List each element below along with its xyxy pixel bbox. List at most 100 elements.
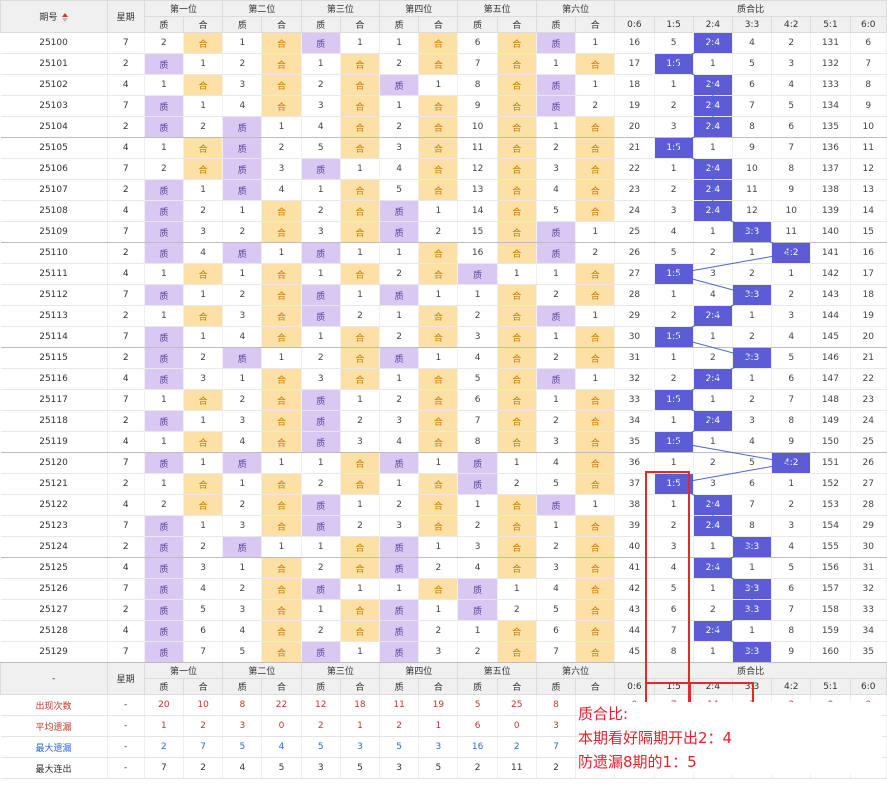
he-cell: 1: [183, 179, 224, 201]
he-cell: 3: [183, 221, 224, 243]
zhi-cell: 2: [379, 326, 420, 348]
zhi-cell: 质: [379, 74, 420, 96]
ratio-miss-cell: 1: [693, 221, 733, 243]
sort-icon[interactable]: [62, 13, 69, 22]
week-cell: 7: [107, 32, 145, 54]
stats-value: 7: [183, 736, 224, 758]
ratio-hit-cell: 1:5: [654, 326, 694, 348]
zhi-cell: 3: [301, 221, 341, 243]
zhi-cell: 质: [379, 620, 420, 642]
ratio-miss-cell: 4: [654, 221, 694, 243]
zhi-cell: 1: [144, 74, 184, 96]
zhi-cell: 8: [457, 431, 498, 453]
ratio-miss-cell: 5: [654, 242, 694, 264]
zhi-cell: 1: [144, 389, 184, 411]
ratio-hit-cell: 3:3: [732, 536, 773, 558]
zhi-cell: 4: [222, 431, 263, 453]
week-cell: 4: [107, 431, 145, 453]
zhi-cell: 4: [222, 620, 263, 642]
ratio-miss-cell: 8: [732, 515, 773, 537]
zhi-cell: 2: [144, 32, 184, 54]
ratio-miss-cell: 3: [732, 410, 773, 432]
ratio-hit-cell: 3:3: [732, 641, 773, 663]
stats-value: 2: [301, 715, 341, 737]
ratio-hit-cell: 2:4: [693, 32, 733, 54]
ratio-miss-cell: 5: [771, 95, 812, 117]
ratio-miss-cell: 1: [693, 431, 733, 453]
ratio-miss-cell: 6: [850, 32, 887, 54]
ratio-hit-cell: 4:2: [771, 452, 812, 474]
zhi-cell: 14: [457, 200, 498, 222]
he-cell: 2: [497, 599, 537, 621]
table-row: 25121 2 1 合 1 合 2 合 1 合质 2 5 合 37 1:5 3 6 1 152 27: [0, 473, 887, 495]
ratio-miss-cell: 7: [654, 620, 694, 642]
he-cell: 合: [575, 410, 616, 432]
zhi-cell: 2: [144, 494, 184, 516]
period-header[interactable]: 期号: [0, 0, 108, 33]
he-cell: 合: [497, 32, 537, 54]
he-cell: 1: [340, 578, 381, 600]
zhi-cell: 4: [457, 347, 498, 369]
ratio-miss-cell: 20: [850, 326, 887, 348]
he-cell: 合: [418, 95, 459, 117]
week-cell: 4: [107, 137, 145, 159]
ratio-miss-cell: 146: [810, 347, 851, 369]
he-cell: 1: [340, 389, 381, 411]
he-cell: 2: [183, 200, 224, 222]
he-cell: 1: [261, 452, 302, 474]
ratio-miss-cell: 1: [654, 284, 694, 306]
he-cell: 合: [261, 431, 302, 453]
ratio-miss-cell: 2: [732, 389, 773, 411]
zhi-cell: 质: [301, 284, 341, 306]
he-cell: 合: [497, 158, 537, 180]
stats-value: 7: [536, 736, 577, 758]
ratio-miss-cell: 7: [732, 494, 773, 516]
ratio-miss-cell: 3: [654, 200, 694, 222]
table-row: 25113 2 1 合 3 合质 2 1 合 2 合质 1 29 2 2:4 1 3 144 19: [0, 305, 887, 327]
he-cell: 1: [418, 74, 459, 96]
week-cell: 7: [107, 158, 145, 180]
he-cell: 合: [418, 578, 459, 600]
ratio-hit-cell: 2:4: [693, 515, 733, 537]
he-cell: 合: [418, 137, 459, 159]
stats-value: 20: [144, 694, 184, 716]
zhi-cell: 质: [144, 641, 184, 663]
ratio-miss-cell: 3: [654, 536, 694, 558]
he-cell: 合: [575, 578, 616, 600]
table-row: 25123 7 质 1 3 合质 2 3 合 2 合 1 合 39 2 2:4 8 3 154 29: [0, 515, 887, 537]
week-cell: 2: [107, 305, 145, 327]
stats-value: 11: [497, 757, 537, 779]
ratio-col-header: 2:4: [692, 16, 733, 33]
footer-he-header: 合: [418, 678, 459, 695]
zhi-cell: 1: [536, 389, 577, 411]
he-cell: 合: [575, 137, 616, 159]
ratio-miss-cell: 9: [850, 95, 887, 117]
he-cell: 2: [418, 557, 459, 579]
ratio-miss-cell: 9: [771, 431, 812, 453]
ratio-miss-cell: 1: [693, 641, 733, 663]
stats-value: 2: [379, 715, 420, 737]
zhi-cell: 16: [457, 242, 498, 264]
ratio-miss-cell: 156: [810, 557, 851, 579]
ratio-miss-cell: 2: [771, 494, 812, 516]
stats-value: 3: [340, 736, 381, 758]
he-cell: 1: [418, 200, 459, 222]
he-cell: 合: [340, 368, 381, 390]
he-cell: 合: [497, 95, 537, 117]
he-cell: 2: [340, 515, 381, 537]
ratio-miss-cell: 2: [732, 263, 773, 285]
ratio-hit-cell: 3:3: [732, 284, 773, 306]
ratio-miss-cell: 1: [654, 74, 694, 96]
he-cell: 合: [340, 53, 381, 75]
pos1-zhi-header: 质: [143, 16, 184, 33]
ratio-miss-cell: 6: [732, 473, 773, 495]
zhi-cell: 3: [457, 536, 498, 558]
ratio-miss-cell: 36: [614, 452, 655, 474]
footer-he-header: 合: [575, 678, 616, 695]
zhi-cell: 质: [222, 536, 263, 558]
period-cell: 25111: [0, 263, 108, 285]
he-cell: 7: [183, 641, 224, 663]
period-cell: 25102: [0, 74, 108, 96]
ratio-hit-cell: 2:4: [693, 410, 733, 432]
annotation-line-1: 质合比:: [578, 705, 629, 723]
